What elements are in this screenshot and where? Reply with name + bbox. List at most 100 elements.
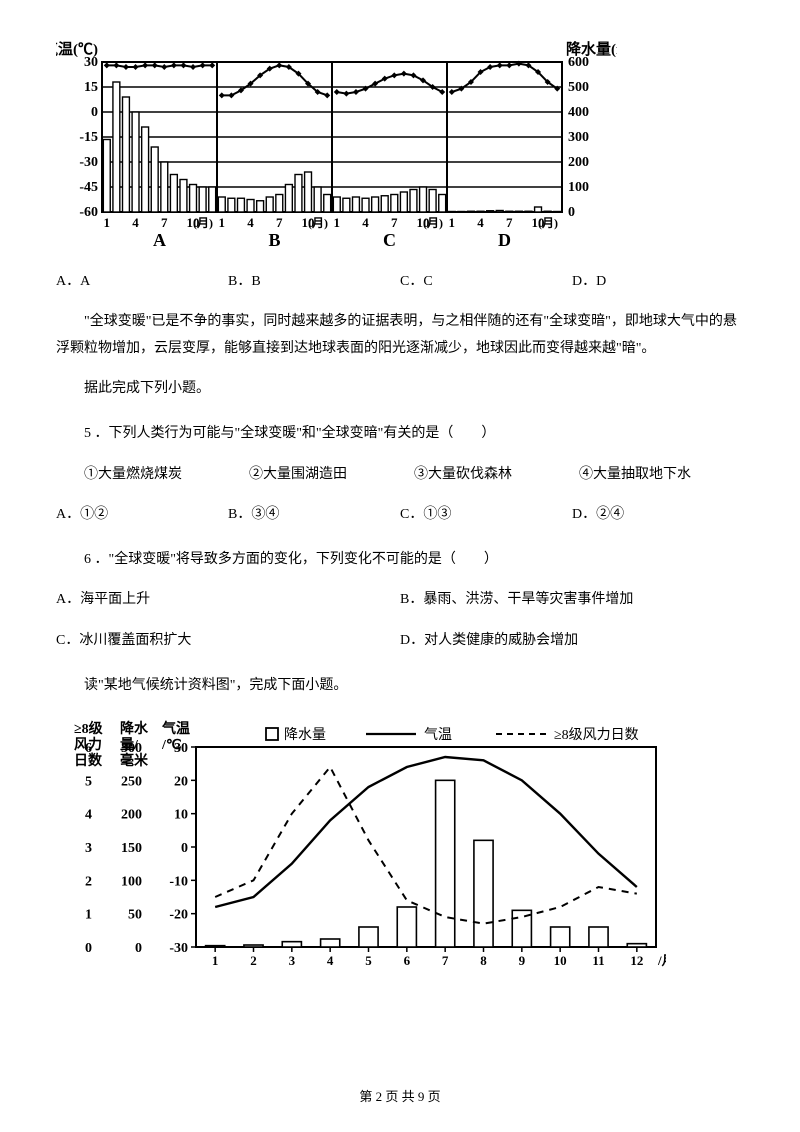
svg-text:B: B (268, 230, 280, 250)
svg-text:4: 4 (362, 215, 369, 230)
svg-text:-30: -30 (79, 155, 98, 170)
svg-text:300: 300 (568, 130, 589, 145)
climate-chart-2-svg: ≥8级风力日数降水量/毫米气温/℃63003052502042001031500… (66, 719, 666, 969)
svg-text:D: D (498, 230, 511, 250)
svg-text:0: 0 (181, 841, 188, 856)
svg-text:200: 200 (568, 155, 589, 170)
svg-text:-45: -45 (79, 180, 98, 195)
svg-text:300: 300 (121, 741, 142, 756)
q6-opt-c: C．冰川覆盖面积扩大 (56, 628, 400, 655)
svg-text:1: 1 (334, 215, 341, 230)
svg-text:≥8级风力日数: ≥8级风力日数 (554, 727, 639, 743)
svg-text:(月): (月) (423, 216, 443, 230)
q5-item-3: ③大量砍伐森林 (414, 462, 579, 489)
instruction-2: 读"某地气候统计资料图"，完成下面小题。 (56, 673, 744, 700)
q6-opt-b: B．暴雨、洪涝、干旱等灾害事件增加 (400, 587, 744, 614)
svg-text:6: 6 (404, 953, 411, 968)
svg-text:C: C (383, 230, 396, 250)
svg-text:5: 5 (365, 953, 372, 968)
svg-text:7: 7 (276, 215, 283, 230)
svg-text:1: 1 (219, 215, 226, 230)
svg-text:7: 7 (506, 215, 513, 230)
svg-text:(月): (月) (538, 216, 558, 230)
svg-text:气温: 气温 (424, 727, 452, 743)
q5-options: A．①② B．③④ C．①③ D．②④ (56, 502, 744, 529)
svg-text:15: 15 (84, 80, 98, 95)
svg-text:7: 7 (161, 215, 168, 230)
svg-text:400: 400 (568, 105, 589, 120)
q5-items: ①大量燃烧煤炭 ②大量围湖造田 ③大量砍伐森林 ④大量抽取地下水 (56, 462, 744, 489)
svg-text:500: 500 (568, 80, 589, 95)
svg-text:(月): (月) (308, 216, 328, 230)
svg-text:4: 4 (247, 215, 254, 230)
svg-text:降水: 降水 (120, 720, 149, 737)
svg-text:100: 100 (568, 180, 589, 195)
svg-text:/月: /月 (657, 953, 666, 968)
climate-charts-svg: 气温(℃)降水量(mm)30150-15-30-45-6060050040030… (56, 40, 617, 252)
svg-text:4: 4 (132, 215, 139, 230)
svg-text:250: 250 (121, 774, 142, 789)
q5-opt-a: A．①② (56, 502, 228, 529)
svg-text:100: 100 (121, 874, 142, 889)
svg-text:4: 4 (327, 953, 334, 968)
q5-opt-b: B．③④ (228, 502, 400, 529)
svg-text:-10: -10 (169, 874, 188, 889)
svg-text:30: 30 (84, 55, 98, 70)
svg-text:降水量: 降水量 (284, 727, 326, 743)
q5: 5 ．下列人类行为可能与"全球变暖"和"全球变暗"有关的是（ ） (56, 421, 744, 448)
svg-text:20: 20 (174, 774, 188, 789)
svg-text:A: A (153, 230, 166, 250)
svg-text:30: 30 (174, 741, 188, 756)
climate-charts: 气温(℃)降水量(mm)30150-15-30-45-6060050040030… (56, 40, 744, 263)
svg-text:10: 10 (554, 953, 567, 968)
instruction-1: 据此完成下列小题。 (56, 376, 744, 403)
svg-text:≥8级: ≥8级 (74, 720, 104, 737)
svg-text:7: 7 (391, 215, 398, 230)
page-footer: 第 2 页 共 9 页 (0, 1085, 800, 1110)
q6-opt-d: D．对人类健康的威胁会增加 (400, 628, 744, 655)
q5-opt-c: C．①③ (400, 502, 572, 529)
q4-opt-b: B．B (228, 269, 400, 296)
svg-text:0: 0 (85, 941, 92, 956)
svg-text:(月): (月) (193, 216, 213, 230)
svg-text:8: 8 (480, 953, 487, 968)
svg-text:11: 11 (592, 953, 604, 968)
q6-opt-a: A．海平面上升 (56, 587, 400, 614)
svg-text:4: 4 (477, 215, 484, 230)
q5-item-1: ①大量燃烧煤炭 (84, 462, 249, 489)
q6-options-row1: A．海平面上升 B．暴雨、洪涝、干旱等灾害事件增加 (56, 587, 744, 614)
svg-text:2: 2 (85, 874, 92, 889)
svg-text:600: 600 (568, 55, 589, 70)
svg-text:4: 4 (85, 808, 92, 823)
svg-text:2: 2 (250, 953, 257, 968)
q5-opt-d: D．②④ (572, 502, 744, 529)
svg-text:1: 1 (212, 953, 219, 968)
climate-chart-2: ≥8级风力日数降水量/毫米气温/℃63003052502042001031500… (66, 719, 744, 980)
svg-text:3: 3 (85, 841, 92, 856)
svg-text:0: 0 (568, 205, 575, 220)
svg-text:200: 200 (121, 808, 142, 823)
q4-opt-c: C．C (400, 269, 572, 296)
svg-text:50: 50 (128, 908, 142, 923)
svg-text:10: 10 (174, 808, 188, 823)
q6: 6 ．"全球变暖"将导致多方面的变化，下列变化不可能的是（ ） (56, 547, 744, 574)
svg-text:0: 0 (135, 941, 142, 956)
svg-text:7: 7 (442, 953, 449, 968)
passage-1: "全球变暖"已是不争的事实，同时越来越多的证据表明，与之相伴随的还有"全球变暗"… (56, 309, 744, 362)
svg-text:150: 150 (121, 841, 142, 856)
svg-text:1: 1 (85, 908, 92, 923)
svg-text:0: 0 (91, 105, 98, 120)
svg-text:-15: -15 (79, 130, 98, 145)
svg-text:-30: -30 (169, 941, 188, 956)
svg-text:9: 9 (519, 953, 526, 968)
q4-opt-d: D．D (572, 269, 744, 296)
q4-opt-a: A．A (56, 269, 228, 296)
q5-item-2: ②大量围湖造田 (249, 462, 414, 489)
q4-options: A．A B．B C．C D．D (56, 269, 744, 296)
q5-item-4: ④大量抽取地下水 (579, 462, 744, 489)
svg-text:气温: 气温 (161, 720, 190, 737)
svg-text:5: 5 (85, 774, 92, 789)
svg-text:-60: -60 (79, 205, 98, 220)
svg-text:-20: -20 (169, 908, 188, 923)
svg-text:6: 6 (85, 741, 92, 756)
